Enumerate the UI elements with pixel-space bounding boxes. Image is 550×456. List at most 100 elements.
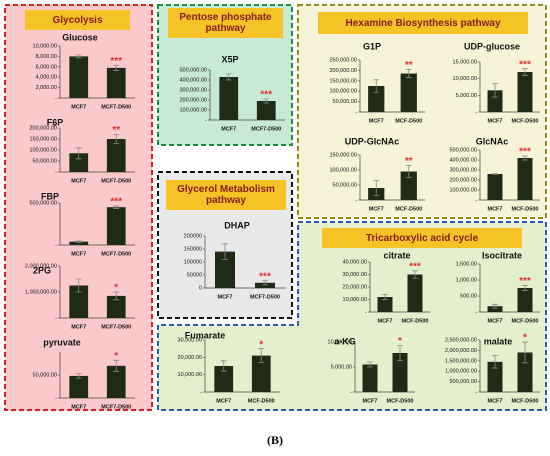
x-tick-label: MCF7-D500 <box>101 104 131 110</box>
y-tick-label: 6,000.00 <box>36 64 57 70</box>
y-tick-label: 300,000.00 <box>179 87 207 93</box>
error-bar <box>522 68 528 76</box>
y-tick-label: 5,000.00 <box>456 93 477 99</box>
bar <box>517 158 533 200</box>
y-tick-label: - <box>55 169 57 175</box>
y-tick-label: 100000 <box>184 259 202 265</box>
x-tick-label: MCF7-D500 <box>101 251 131 257</box>
bar <box>106 207 126 245</box>
x-tick-label: MCF-D500 <box>512 206 539 212</box>
y-tick-label: 50000 <box>187 272 202 278</box>
significance: *** <box>409 261 421 272</box>
x-tick-label: MCF-D500 <box>395 118 422 124</box>
chart-title: GlcNAc <box>476 136 509 146</box>
x-tick-label: MCF-D500 <box>395 206 422 212</box>
significance: *** <box>260 90 272 101</box>
panel-title: Pentose phosphate pathway <box>168 8 283 38</box>
x-tick-label: MCF7-D500 <box>101 178 131 184</box>
error-bar <box>258 348 265 363</box>
x-tick-label: MCF-D500 <box>402 318 429 324</box>
y-tick-label: 200,000.00 <box>29 125 57 131</box>
x-tick-label: MCF-D500 <box>512 318 539 324</box>
y-tick-label: 50,000.00 <box>333 182 357 188</box>
error-bar <box>222 243 228 260</box>
y-tick-label: 400,000.00 <box>449 157 477 163</box>
error-bar <box>367 361 373 368</box>
chart-title: UDP-GlcNAc <box>345 136 400 146</box>
significance: ** <box>112 125 120 136</box>
error-bar <box>220 360 227 372</box>
y-tick-label: - <box>475 389 477 395</box>
y-tick-label: 1,000.00 <box>456 277 477 283</box>
y-tick-label: 250,000.00 <box>329 57 357 63</box>
y-tick-label: - <box>205 117 207 123</box>
y-tick-label: 20,000.00 <box>178 355 202 361</box>
significance: *** <box>519 147 531 158</box>
panel-title: Glycolysis <box>25 10 130 30</box>
y-tick-label: 30,000.00 <box>343 272 367 278</box>
y-tick-label: - <box>200 389 202 395</box>
chart-title: a-KG <box>334 336 356 346</box>
significance: *** <box>110 197 122 208</box>
error-bar <box>75 54 82 59</box>
y-tick-label: 100,000.00 <box>329 167 357 173</box>
chart-title: G1P <box>363 41 381 51</box>
y-tick-label: 1,500,000.00 <box>445 358 477 364</box>
chart-title: Glucose <box>62 32 98 42</box>
y-tick-label: 2,500,000.00 <box>445 337 477 343</box>
chart-title: malate <box>484 336 513 346</box>
bar <box>487 361 503 392</box>
y-tick-label: 200,000.00 <box>179 97 207 103</box>
significance: * <box>114 283 118 294</box>
error-bar <box>405 68 412 79</box>
significance: ** <box>405 156 413 167</box>
bar <box>106 67 126 98</box>
y-tick-label: 15,000.00 <box>453 59 477 65</box>
y-tick-label: 500,000.00 <box>449 147 477 153</box>
chart-title: 2PG <box>33 265 51 275</box>
significance: * <box>398 336 402 347</box>
y-tick-label: - <box>475 309 477 315</box>
x-tick-label: MCF7-D500 <box>251 126 281 132</box>
bar <box>368 86 385 112</box>
y-tick-label: 400,000.00 <box>179 77 207 83</box>
x-tick-label: MCF7 <box>216 398 231 404</box>
significance: *** <box>259 271 271 282</box>
y-tick-label: 500,000.00 <box>449 379 477 385</box>
error-bar <box>373 79 380 93</box>
bar <box>377 297 393 312</box>
bar <box>106 295 126 318</box>
error-bar <box>113 134 120 144</box>
x-tick-label: MCF7 <box>71 104 86 110</box>
bar <box>69 241 89 245</box>
y-tick-label: 200000 <box>184 233 202 239</box>
error-bar <box>263 98 270 104</box>
y-tick-label: 2,000,000.00 <box>445 348 477 354</box>
y-tick-label: 10,000.00 <box>178 372 202 378</box>
y-tick-label: - <box>355 109 357 115</box>
y-tick-label: - <box>55 395 57 401</box>
caption: (B) <box>267 433 283 447</box>
error-bar <box>522 341 528 364</box>
y-tick-label: 150,000.00 <box>329 78 357 84</box>
significance: * <box>523 333 527 344</box>
y-tick-label: 10,000.00 <box>328 339 352 345</box>
y-tick-label: 1,000,000.00 <box>25 289 57 295</box>
error-bar <box>492 303 498 309</box>
y-tick-label: 200,000.00 <box>329 68 357 74</box>
y-tick-label: 2,000.00 <box>36 85 57 91</box>
bar <box>392 353 408 392</box>
bar <box>256 101 276 120</box>
bar <box>487 306 503 312</box>
x-tick-label: MCF7 <box>221 126 236 132</box>
x-tick-label: MCF7 <box>488 318 503 324</box>
y-tick-label: 500,000.00 <box>29 200 57 206</box>
y-tick-label: - <box>475 109 477 115</box>
error-bar <box>522 155 528 161</box>
x-tick-label: MCF7-D500 <box>101 324 131 330</box>
error-bar <box>225 73 232 81</box>
error-bar <box>492 173 498 175</box>
bar <box>219 77 239 120</box>
